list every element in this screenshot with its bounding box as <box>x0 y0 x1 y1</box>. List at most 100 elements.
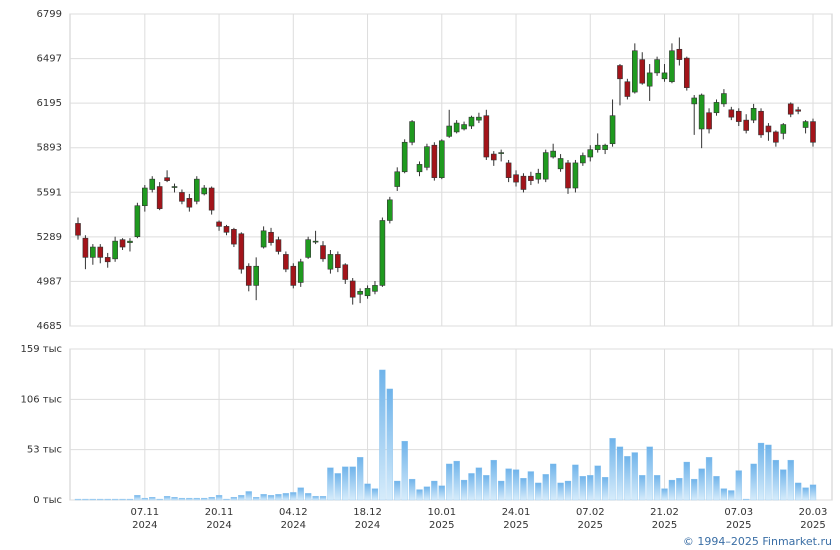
bar <box>253 497 260 501</box>
bar <box>238 495 245 501</box>
bar <box>609 438 616 501</box>
bar <box>750 463 757 501</box>
candle-body <box>134 205 141 238</box>
bar <box>163 496 171 501</box>
candle-body <box>735 110 742 122</box>
candle-body <box>171 186 178 188</box>
y-tick-label: 6195 <box>37 98 62 109</box>
bar <box>267 495 275 501</box>
candle-body <box>461 124 467 130</box>
candle-body <box>513 174 519 183</box>
candle-body <box>780 124 787 134</box>
candle-body <box>283 254 289 270</box>
candle-body <box>297 261 304 283</box>
candle-body <box>468 116 475 127</box>
bar <box>653 475 661 501</box>
candle-body <box>802 121 809 128</box>
candle-body <box>698 94 705 130</box>
candle-body <box>683 57 690 88</box>
candle-body <box>364 288 371 297</box>
candle-body <box>349 280 356 298</box>
candle-body <box>758 110 764 136</box>
bar <box>171 497 178 501</box>
bar <box>579 476 586 501</box>
candle-body <box>394 171 401 187</box>
bar <box>149 497 156 501</box>
bar <box>201 497 208 501</box>
bar <box>371 488 379 501</box>
candle-body <box>750 108 757 121</box>
y-tick-label: 4685 <box>37 321 62 332</box>
candle-body <box>82 237 89 258</box>
candle-body <box>453 122 460 133</box>
candle-body <box>535 172 542 180</box>
bar <box>728 490 735 501</box>
y-tick-label: 4987 <box>37 276 62 287</box>
bar <box>542 474 549 501</box>
bar <box>423 486 431 501</box>
x-tick-label: 24.01 2025 <box>501 507 531 531</box>
candle-body <box>119 239 126 248</box>
bar <box>535 482 542 501</box>
candle-body <box>193 178 200 202</box>
candle-body <box>646 72 653 87</box>
bar <box>787 459 794 501</box>
candle-body <box>609 115 616 145</box>
bar <box>446 463 453 501</box>
bar <box>735 470 742 501</box>
x-tick-label: 10.01 2025 <box>427 507 457 531</box>
bar <box>705 457 713 501</box>
bar <box>527 471 535 501</box>
bar <box>319 496 327 501</box>
bar <box>683 461 690 501</box>
bar <box>550 463 557 501</box>
bar <box>386 388 393 501</box>
candle-body <box>676 48 683 60</box>
candle-body <box>498 152 504 154</box>
bar <box>186 497 193 501</box>
y-tick-label: 5893 <box>37 143 62 154</box>
bar <box>572 464 579 501</box>
candle-body <box>706 112 712 130</box>
bar <box>601 477 609 501</box>
candle-body <box>401 141 408 173</box>
bar <box>624 456 631 501</box>
bar <box>490 459 497 501</box>
candle-body <box>520 175 527 190</box>
candle-body <box>290 265 297 286</box>
bar <box>379 369 386 501</box>
candle-body <box>446 125 453 137</box>
bar <box>713 476 720 501</box>
candle-body <box>713 102 720 114</box>
candle-body <box>416 164 423 173</box>
bar <box>297 487 304 501</box>
bar <box>475 467 483 501</box>
candle-body <box>127 240 133 243</box>
bar <box>97 498 104 501</box>
candle-body <box>542 152 549 180</box>
candle-body <box>223 226 230 233</box>
bar <box>668 479 676 501</box>
bar <box>795 482 802 501</box>
bar <box>104 498 111 501</box>
candle-body <box>90 246 96 258</box>
x-tick-label: 07.11 2024 <box>130 507 160 531</box>
candle-body <box>409 121 415 143</box>
candle-body <box>216 221 222 227</box>
candle-body <box>156 186 163 209</box>
bar <box>616 446 624 501</box>
candle-body <box>312 240 319 243</box>
candle-body <box>587 149 594 158</box>
candle-body <box>669 50 675 83</box>
candle-body <box>342 264 349 280</box>
candle-body <box>580 155 586 164</box>
x-tick-label: 07.03 2025 <box>724 507 754 531</box>
bar <box>468 473 475 501</box>
bar <box>498 480 505 501</box>
bar <box>290 492 297 501</box>
candle-body <box>201 187 208 195</box>
candle-body <box>505 162 512 178</box>
bar <box>594 465 601 501</box>
